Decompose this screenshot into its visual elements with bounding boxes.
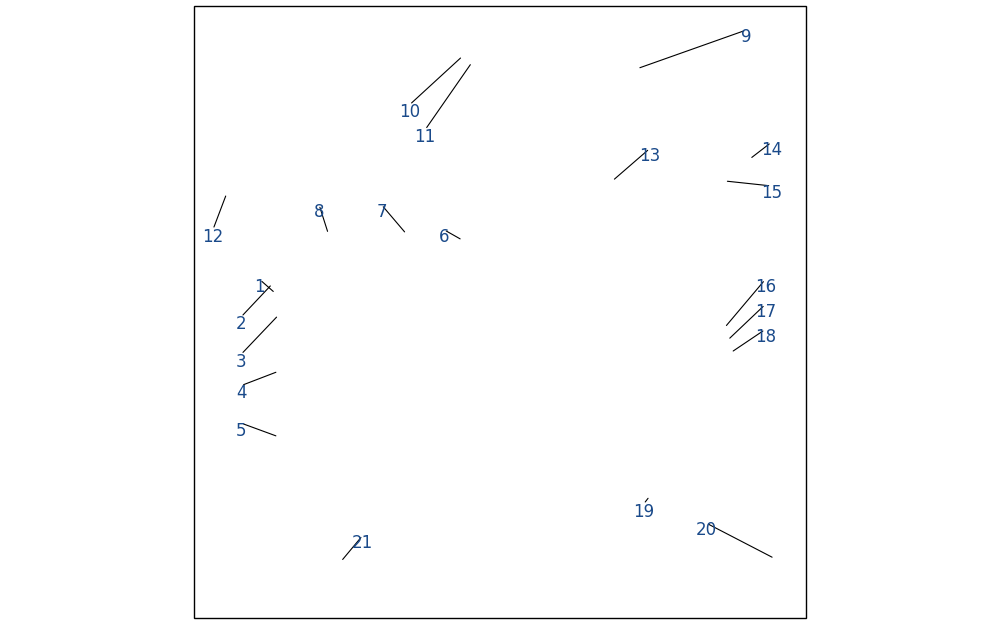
Circle shape (319, 225, 338, 243)
Text: 11: 11 (414, 129, 436, 146)
Bar (559, 137, 706, 412)
Bar (620, 72, 642, 79)
Text: 16: 16 (755, 278, 776, 296)
Circle shape (305, 210, 352, 258)
Text: 8: 8 (314, 203, 324, 221)
Bar (275, 312, 544, 412)
Polygon shape (222, 156, 235, 175)
Text: 7: 7 (376, 203, 387, 221)
Bar (356, 212, 459, 259)
Circle shape (758, 545, 785, 572)
Bar (559, 412, 706, 530)
Text: 3: 3 (236, 353, 246, 371)
Bar (580, 55, 588, 61)
Bar (577, 79, 592, 90)
Bar (627, 55, 635, 61)
Bar (260, 278, 275, 293)
Polygon shape (222, 175, 235, 212)
Bar (275, 412, 544, 474)
Text: 5: 5 (236, 422, 246, 439)
Text: 19: 19 (633, 503, 654, 520)
Bar (416, 262, 427, 281)
Text: 1: 1 (254, 278, 265, 296)
Text: 6: 6 (439, 228, 449, 246)
Bar (746, 106, 762, 512)
Polygon shape (617, 59, 645, 72)
Text: 13: 13 (639, 147, 660, 165)
Bar (574, 72, 595, 79)
Circle shape (335, 555, 347, 568)
Polygon shape (570, 59, 599, 72)
Bar (263, 262, 556, 296)
Text: 10: 10 (399, 104, 420, 121)
Bar (644, 530, 756, 546)
Bar (569, 44, 644, 55)
Circle shape (765, 552, 778, 565)
Text: 17: 17 (755, 303, 776, 321)
Bar (759, 543, 784, 555)
Bar (525, 131, 542, 212)
Bar (712, 137, 720, 206)
Text: 18: 18 (755, 328, 776, 346)
Bar (722, 324, 729, 356)
Text: 15: 15 (761, 185, 782, 202)
Text: 14: 14 (761, 141, 782, 158)
Bar (328, 545, 353, 558)
Text: 9: 9 (741, 29, 752, 46)
Text: 2: 2 (236, 316, 246, 333)
Bar (459, 222, 466, 246)
Bar (263, 259, 556, 264)
Bar (706, 134, 725, 209)
Bar (472, 50, 483, 250)
Bar (388, 262, 399, 281)
Circle shape (325, 546, 356, 577)
Bar (456, 50, 468, 250)
Bar (650, 312, 718, 374)
Bar (541, 134, 559, 209)
Bar (559, 134, 706, 142)
Bar (624, 79, 639, 90)
Text: 4: 4 (236, 384, 246, 402)
Circle shape (311, 217, 346, 251)
Bar (481, 50, 491, 237)
Bar (456, 44, 569, 55)
Bar (352, 222, 358, 246)
Text: 12: 12 (202, 228, 224, 246)
Bar (534, 137, 542, 206)
Text: 20: 20 (695, 522, 716, 539)
Text: 21: 21 (352, 534, 373, 552)
